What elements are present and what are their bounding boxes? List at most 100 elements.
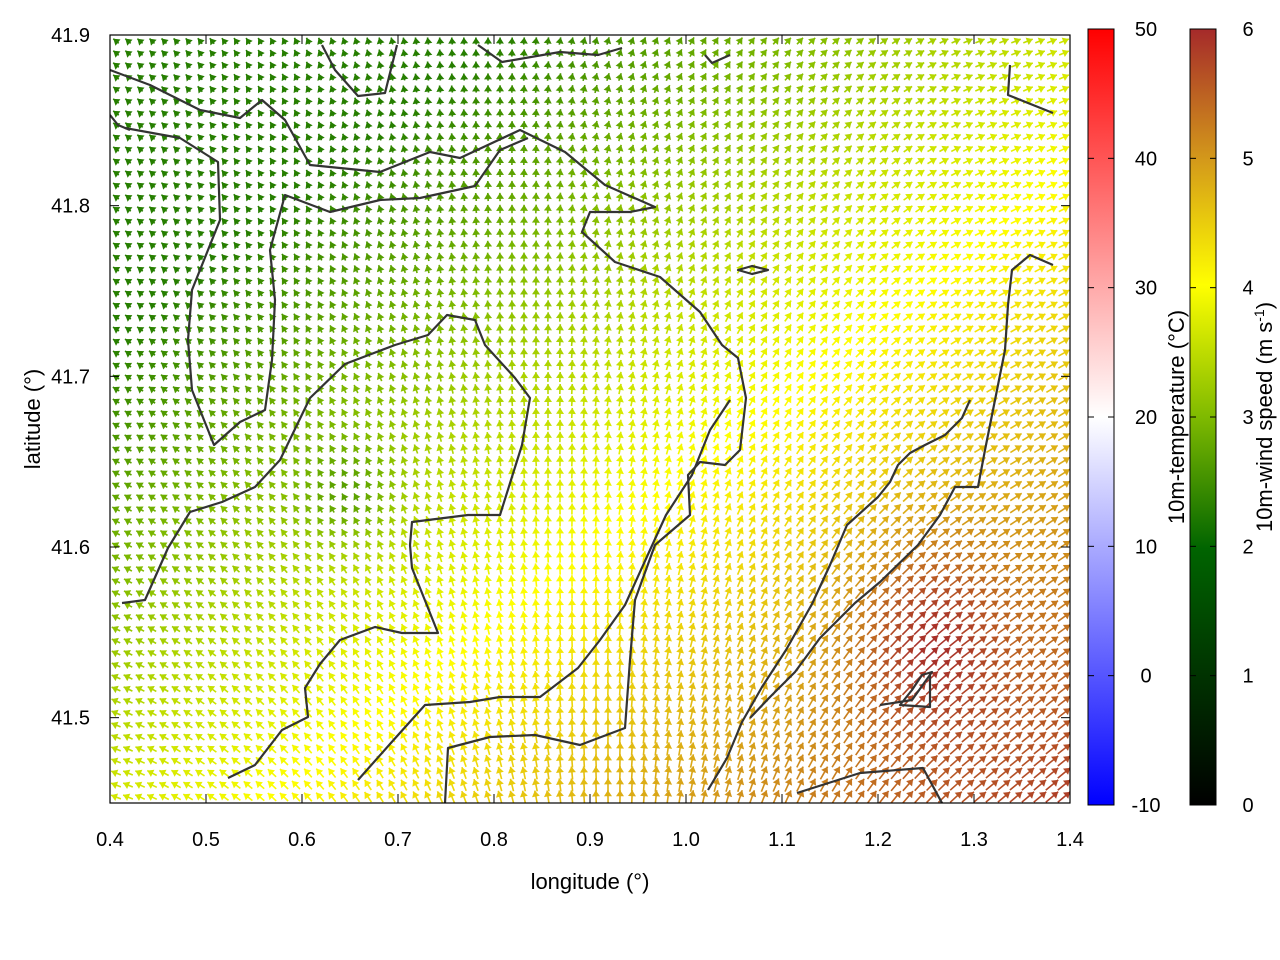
wind-arrow-head: [627, 360, 636, 367]
wind-arrow-head: [221, 362, 229, 370]
wind-arrow-head: [436, 37, 445, 44]
wind-arrow-head: [929, 361, 937, 369]
wind-arrow-head: [472, 109, 481, 116]
wind-arrow-head: [615, 109, 624, 116]
wind-arrow-head: [531, 97, 540, 104]
wind-arrow-head: [519, 180, 528, 187]
wind-arrow-head: [771, 37, 779, 45]
wind-arrow-head: [953, 37, 961, 46]
wind-arrow-head: [531, 216, 540, 223]
wind-arrow-head: [436, 157, 445, 164]
wind-arrow-head: [496, 97, 504, 104]
wind-arrow-head: [567, 109, 576, 116]
wind-arrow-head: [556, 372, 564, 379]
wind-arrow-head: [772, 133, 779, 141]
wind-arrow-head: [376, 97, 385, 105]
wind-arrow-head: [941, 61, 949, 70]
wind-arrow-head: [233, 206, 241, 214]
wind-arrow-head: [856, 133, 864, 141]
wind-arrow-head: [615, 300, 624, 307]
wind-arrow-head: [484, 336, 493, 343]
wind-arrow-head: [675, 109, 683, 117]
wind-arrow-head: [246, 38, 253, 46]
wind-arrow-head: [185, 86, 193, 94]
wind-arrow-head: [353, 121, 361, 129]
wind-arrow-head: [663, 133, 671, 141]
wind-arrow-head: [520, 216, 528, 223]
wind-arrow-head: [281, 385, 289, 393]
wind-arrow-head: [496, 85, 504, 92]
wind-arrow-head: [281, 158, 289, 166]
wind-arrow-head: [519, 121, 528, 128]
wind-arrow-head: [448, 121, 457, 128]
wind-arrow-head: [844, 145, 852, 153]
wind-arrow-head: [868, 50, 876, 57]
wind-arrow-head: [832, 109, 840, 117]
wind-arrow-head: [436, 181, 445, 188]
wind-arrow-head: [905, 313, 913, 321]
wind-arrow-head: [246, 134, 253, 142]
wind-arrow-head: [484, 85, 492, 92]
wind-arrow-head: [627, 73, 636, 81]
wind-arrow-head: [412, 73, 421, 81]
wind-arrow-head: [149, 314, 157, 322]
wind-arrow-head: [735, 37, 743, 45]
wind-arrow-head: [555, 276, 564, 283]
wind-arrow-head: [519, 73, 528, 80]
wind-arrow-head: [424, 169, 433, 176]
wind-arrow-head: [221, 230, 229, 238]
wind-arrow-head: [615, 288, 624, 295]
wind-arrow-head: [953, 61, 961, 70]
wind-arrow-head: [496, 73, 504, 80]
wind-arrow-head: [520, 252, 528, 259]
wind-arrow-head: [808, 384, 816, 392]
wind-arrow-head: [353, 205, 361, 213]
wind-arrow-head: [639, 109, 648, 117]
wind-arrow-head: [460, 49, 469, 56]
wind-arrow-head: [844, 157, 852, 165]
wind-arrow-head: [820, 109, 828, 117]
wind-arrow-head: [820, 145, 828, 153]
plot-area: [110, 36, 1070, 803]
wind-arrow-head: [796, 37, 803, 45]
wind-arrow-head: [173, 362, 181, 370]
wind-arrow-head: [460, 145, 469, 152]
wind-arrow-head: [699, 49, 707, 57]
wind-arrow-head: [615, 371, 624, 379]
wind-arrow-head: [388, 181, 397, 189]
wind-arrow-head: [185, 38, 193, 46]
wind-arrow-head: [880, 98, 888, 105]
wind-arrow-head: [627, 97, 636, 105]
wind-arrow-head: [305, 121, 313, 129]
wind-arrow-head: [448, 384, 457, 392]
wind-arrow-head: [484, 264, 493, 271]
wind-arrow-head: [495, 61, 504, 68]
wind-arrow-head: [917, 361, 925, 369]
wind-arrow-head: [735, 73, 743, 81]
wind-arrow-head: [820, 193, 828, 201]
wind-arrow-head: [113, 110, 121, 118]
wind-arrow-head: [603, 276, 612, 283]
wind-arrow-head: [149, 218, 157, 226]
wind-arrow-head: [233, 122, 241, 130]
wind-arrow-head: [257, 397, 265, 405]
wind-arrow-head: [508, 348, 517, 355]
wind-arrow-head: [567, 156, 576, 164]
wind-arrow-head: [687, 180, 695, 188]
wind-arrow-head: [245, 385, 253, 394]
wind-arrow-head: [579, 395, 588, 403]
wind-arrow-head: [507, 109, 516, 116]
wind-arrow-head: [687, 192, 696, 200]
wind-arrow-head: [436, 252, 445, 260]
wind-arrow-head: [460, 384, 469, 391]
wind-arrow-head: [1001, 133, 1009, 141]
wind-arrow-head: [1013, 145, 1021, 153]
wind-arrow-head: [269, 38, 277, 46]
wind-arrow-head: [221, 254, 229, 262]
wind-arrow-head: [917, 74, 925, 81]
wind-arrow-head: [484, 157, 493, 164]
wind-arrow-head: [209, 218, 217, 226]
wind-arrow-head: [929, 62, 937, 69]
wind-arrow-head: [917, 182, 925, 189]
wind-arrow-head: [234, 62, 241, 70]
